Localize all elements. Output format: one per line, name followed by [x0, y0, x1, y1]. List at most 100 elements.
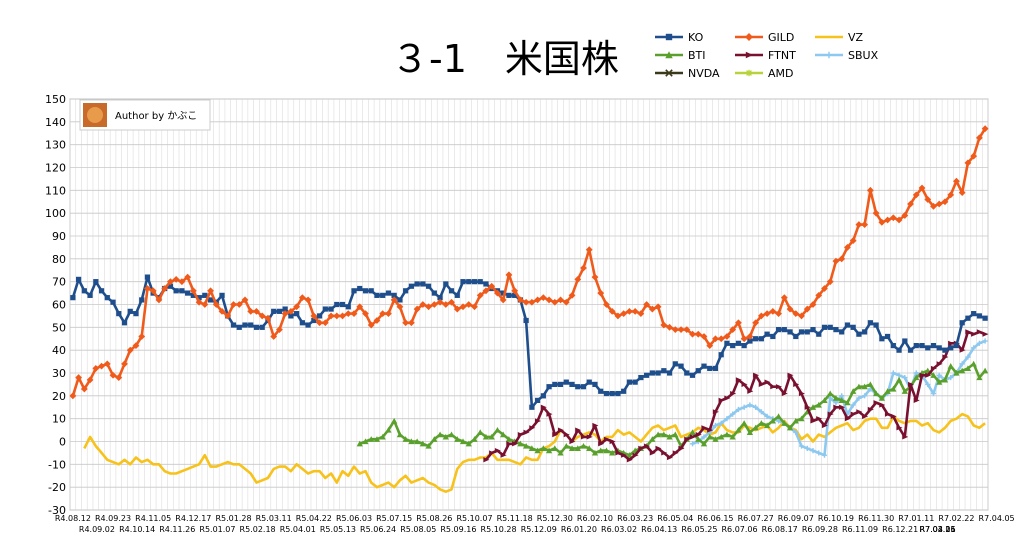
data-point [838, 397, 845, 403]
legend-item-bti: BTI [655, 49, 706, 62]
data-point [793, 429, 799, 435]
x-tick-label: R5.05.13 [320, 525, 356, 534]
data-point [741, 343, 747, 349]
x-tick-label: R5.01.28 [215, 514, 251, 523]
data-point [397, 297, 403, 303]
data-point [902, 434, 909, 440]
data-point [740, 335, 748, 343]
data-point [701, 425, 708, 431]
data-point [982, 367, 989, 374]
legend-item-amd: AMD [735, 67, 794, 80]
data-point [362, 310, 369, 318]
data-point [219, 292, 225, 298]
data-point [201, 301, 209, 308]
data-point [718, 352, 724, 358]
data-point [116, 311, 122, 317]
data-point [867, 381, 874, 388]
data-point [953, 343, 960, 349]
data-point [459, 438, 467, 445]
y-tick-label: 130 [45, 139, 66, 152]
data-point [770, 333, 776, 340]
data-point [333, 312, 341, 320]
data-point [896, 425, 903, 431]
data-point [557, 381, 564, 388]
x-tick-label: R5.03.11 [256, 514, 292, 523]
data-point [294, 311, 300, 317]
data-point [471, 279, 478, 285]
data-point [339, 301, 346, 308]
data-point [741, 404, 747, 410]
data-point [242, 322, 248, 328]
data-point [603, 436, 610, 442]
data-point [948, 340, 955, 346]
data-point [890, 370, 896, 376]
data-point [889, 214, 897, 222]
data-point [167, 283, 174, 289]
x-tick-label: R5.08.05 [400, 525, 436, 534]
data-point [535, 418, 542, 424]
data-point [430, 301, 438, 308]
data-point [235, 301, 243, 308]
data-point [442, 433, 449, 440]
data-point [701, 363, 707, 369]
data-point [632, 452, 639, 458]
data-point [425, 442, 432, 449]
data-point [758, 409, 764, 415]
data-point [723, 431, 731, 438]
data-point [798, 312, 805, 320]
data-point [592, 381, 598, 388]
data-point [569, 438, 576, 445]
data-point [374, 292, 380, 298]
data-point [586, 379, 592, 385]
data-point [982, 338, 988, 344]
data-point [884, 388, 891, 394]
data-point [867, 320, 873, 326]
data-point [522, 298, 530, 306]
series-ftnt [483, 329, 989, 463]
data-point [730, 343, 736, 349]
data-point [660, 321, 668, 329]
data-point [224, 312, 232, 320]
data-point [684, 370, 690, 376]
data-point [976, 340, 982, 346]
data-point [586, 445, 593, 451]
data-point [517, 432, 524, 438]
y-tick-label: 20 [52, 390, 66, 403]
data-point [585, 246, 593, 254]
data-point [907, 200, 914, 208]
data-point [144, 274, 151, 280]
data-point [402, 436, 409, 442]
data-point [615, 390, 621, 397]
data-point [563, 442, 570, 449]
data-point [964, 159, 972, 167]
data-point [902, 374, 908, 381]
data-point [959, 347, 966, 353]
data-point [970, 360, 977, 367]
data-point [936, 345, 942, 351]
y-tick-label: -20 [48, 481, 66, 494]
data-point [523, 429, 530, 435]
chart-title: ３-1 米国株 [391, 37, 619, 81]
data-point [534, 296, 542, 304]
x-tick-label: R5.04.22 [296, 514, 332, 523]
data-point [86, 376, 94, 384]
data-point [757, 312, 765, 320]
data-point [494, 448, 501, 454]
data-point [862, 329, 868, 335]
data-point [598, 441, 605, 447]
data-point [793, 381, 800, 388]
data-point [745, 33, 753, 41]
data-point [677, 326, 685, 334]
data-point [322, 306, 328, 312]
data-point [253, 307, 260, 315]
x-tick-label: R6.09.28 [802, 525, 838, 534]
data-point [787, 329, 793, 335]
data-point [958, 189, 966, 197]
data-point [264, 314, 272, 322]
data-point [745, 51, 753, 59]
data-point [930, 372, 937, 378]
data-point [597, 289, 605, 297]
data-point [712, 409, 719, 415]
data-point [362, 438, 369, 445]
x-tick-label: R7.02.22 [938, 514, 974, 523]
